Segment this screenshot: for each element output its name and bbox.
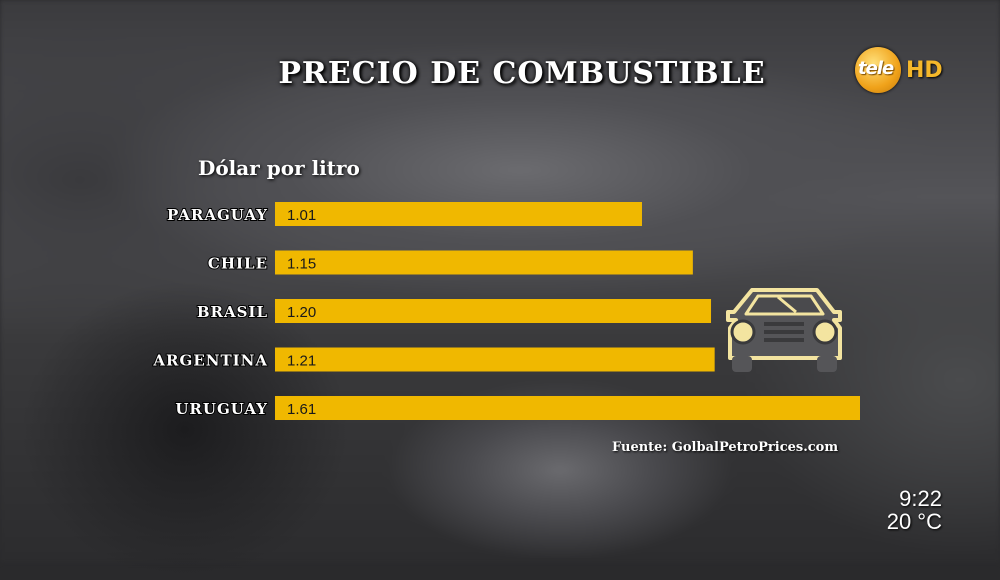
chart-subtitle: Dólar por litro — [198, 156, 360, 180]
background-shadow — [20, 280, 350, 580]
category-label: PARAGUAY — [167, 206, 268, 224]
tele-hd-logo: tele HD — [855, 47, 950, 93]
bar-brasil — [275, 299, 712, 323]
chart-title: PRECIO DE COMBUSTIBLE — [278, 56, 766, 91]
bar-value-label: 1.15 — [287, 256, 316, 273]
bar-uruguay — [275, 396, 860, 420]
category-label: URUGUAY — [175, 400, 268, 418]
bar-value-label: 1.21 — [287, 353, 316, 370]
logo-hd: HD — [906, 58, 943, 83]
bar-value-label: 1.20 — [287, 304, 316, 321]
bar-paraguay — [275, 202, 642, 226]
car-icon — [722, 280, 847, 379]
bar-value-label: 1.01 — [287, 207, 316, 224]
bar-value-label: 1.61 — [287, 401, 316, 418]
source-note: Fuente: GolbalPetroPrices.com — [612, 440, 839, 455]
clock-time: 9:22 — [899, 486, 942, 511]
bar-chile — [275, 250, 693, 275]
category-label: ARGENTINA — [152, 352, 268, 370]
category-label: CHILE — [208, 255, 268, 273]
clock-widget: 9:22 20 °C — [887, 487, 942, 533]
clock-temperature: 20 °C — [886, 509, 942, 534]
logo-badge — [855, 47, 901, 93]
category-label: BRASIL — [197, 303, 268, 321]
logo-text: tele — [858, 58, 894, 79]
bar-chart: 1.01 PARAGUAY 1.15 CHILE 1.20 BRASIL 1.21 ARGEN… — [151, 202, 860, 420]
bar-argentina — [275, 347, 715, 372]
